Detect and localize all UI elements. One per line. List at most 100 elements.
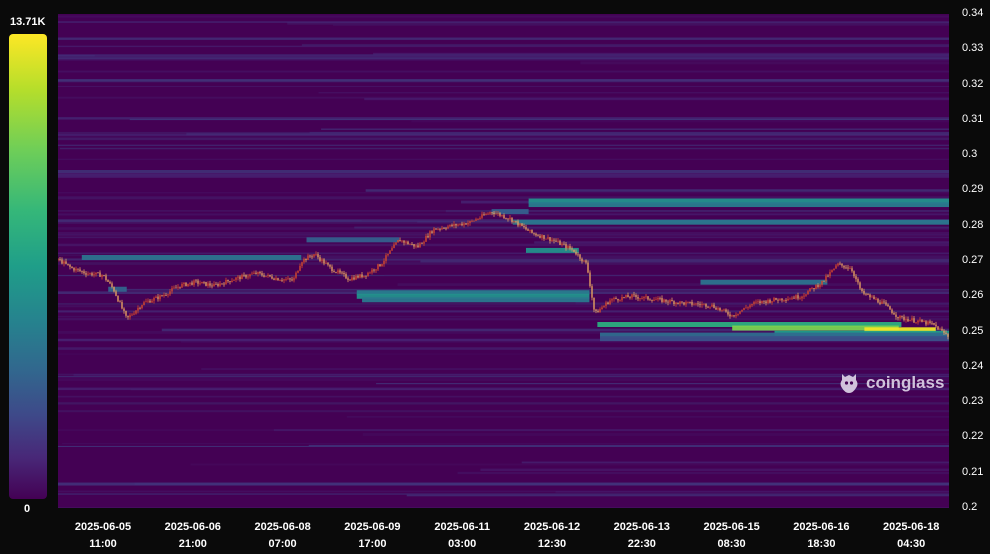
candle-body: [261, 273, 263, 276]
candle-body: [181, 284, 183, 288]
candle-body: [141, 305, 143, 309]
candle-body: [867, 294, 869, 295]
candle-body: [743, 307, 745, 310]
candle-body: [839, 263, 841, 265]
candle-body: [655, 299, 657, 301]
x-tick-time: 04:30: [897, 538, 926, 550]
candle-body: [795, 295, 797, 299]
candle-body: [417, 245, 419, 248]
candle-body: [901, 315, 903, 317]
x-tick-date: 2025-06-16: [793, 521, 850, 533]
liquidity-band: [356, 290, 590, 296]
candle-body: [119, 301, 121, 303]
candle-body: [695, 303, 697, 305]
candle-body: [923, 321, 925, 323]
background-band: [58, 174, 949, 177]
candle-body: [149, 300, 151, 303]
candle-body: [943, 330, 945, 333]
y-tick-label: 0.27: [962, 254, 984, 266]
background-band: [534, 241, 949, 244]
x-tick-label: 2025-06-18 04:30: [866, 519, 956, 553]
y-tick-label: 0.23: [962, 395, 984, 408]
candle-body: [273, 278, 275, 280]
candle-body: [69, 264, 71, 267]
candle-body: [937, 326, 939, 330]
candle-body: [205, 281, 207, 286]
candle-body: [857, 279, 859, 283]
candle-body: [307, 255, 309, 261]
background-band: [309, 131, 949, 134]
background-band: [58, 254, 949, 256]
liquidation-heatmap-plot[interactable]: [58, 14, 949, 508]
candle-body: [933, 323, 935, 325]
candle-body: [629, 297, 631, 299]
candle-body: [887, 304, 889, 307]
candle-body: [801, 296, 803, 299]
candle-body: [617, 298, 619, 301]
background-band: [373, 52, 949, 55]
candle-body: [885, 302, 887, 305]
candle-body: [385, 255, 387, 261]
candle-body: [147, 300, 149, 302]
candle-body: [283, 279, 285, 281]
candle-body: [705, 303, 707, 307]
candle-body: [331, 266, 333, 272]
background-band: [58, 318, 949, 321]
candle-body: [237, 276, 239, 278]
candle-body: [929, 321, 931, 323]
x-tick-time: 07:00: [268, 538, 297, 550]
background-band: [58, 21, 949, 23]
x-tick-date: 2025-06-08: [254, 521, 311, 533]
candle-body: [661, 298, 663, 302]
candle-body: [819, 284, 821, 287]
candle-body: [431, 231, 433, 233]
y-tick-label: 0.33: [962, 42, 984, 55]
candle-body: [299, 265, 301, 271]
candle-body: [179, 286, 181, 288]
background-band: [58, 331, 949, 334]
candle-body: [767, 299, 769, 304]
background-band: [420, 260, 949, 263]
candle-body: [465, 223, 467, 225]
candle-body: [277, 278, 279, 281]
legend-max-label: 13.71K: [10, 16, 46, 28]
liquidity-band: [362, 297, 590, 303]
candle-body: [563, 243, 565, 245]
candle-body: [513, 220, 515, 222]
background-band: [457, 471, 949, 475]
candle-body: [61, 259, 63, 264]
candle-body: [77, 268, 79, 270]
candle-body: [665, 299, 667, 302]
x-tick-label: 2025-06-06 21:00: [148, 519, 238, 553]
coinglass-logo-icon: [840, 374, 858, 393]
candle-body: [653, 299, 655, 301]
liquidity-band: [356, 293, 590, 299]
candle-body: [769, 299, 771, 303]
candle-body: [875, 298, 877, 300]
candle-body: [347, 278, 349, 280]
candle-body: [199, 283, 201, 285]
candle-body: [589, 272, 591, 287]
candle-body: [733, 315, 735, 317]
candle-body: [535, 233, 537, 236]
candle-body: [87, 273, 89, 275]
background-band: [58, 45, 949, 48]
background-band: [119, 256, 949, 258]
candle-body: [735, 314, 737, 317]
candle-body: [631, 294, 633, 298]
background-band: [301, 43, 949, 47]
background-band: [58, 134, 949, 137]
candle-body: [91, 273, 93, 276]
candle-body: [591, 286, 593, 298]
candle-body: [573, 249, 575, 252]
x-tick-date: 2025-06-15: [703, 521, 760, 533]
candle-body: [463, 223, 465, 226]
candle-body: [105, 275, 107, 281]
x-tick-time: 17:00: [358, 538, 387, 550]
coinglass-watermark: coinglass: [838, 371, 944, 395]
candle-body: [583, 260, 585, 262]
candle-body: [893, 312, 895, 315]
candle-body: [707, 306, 709, 308]
candle-body: [529, 229, 531, 231]
